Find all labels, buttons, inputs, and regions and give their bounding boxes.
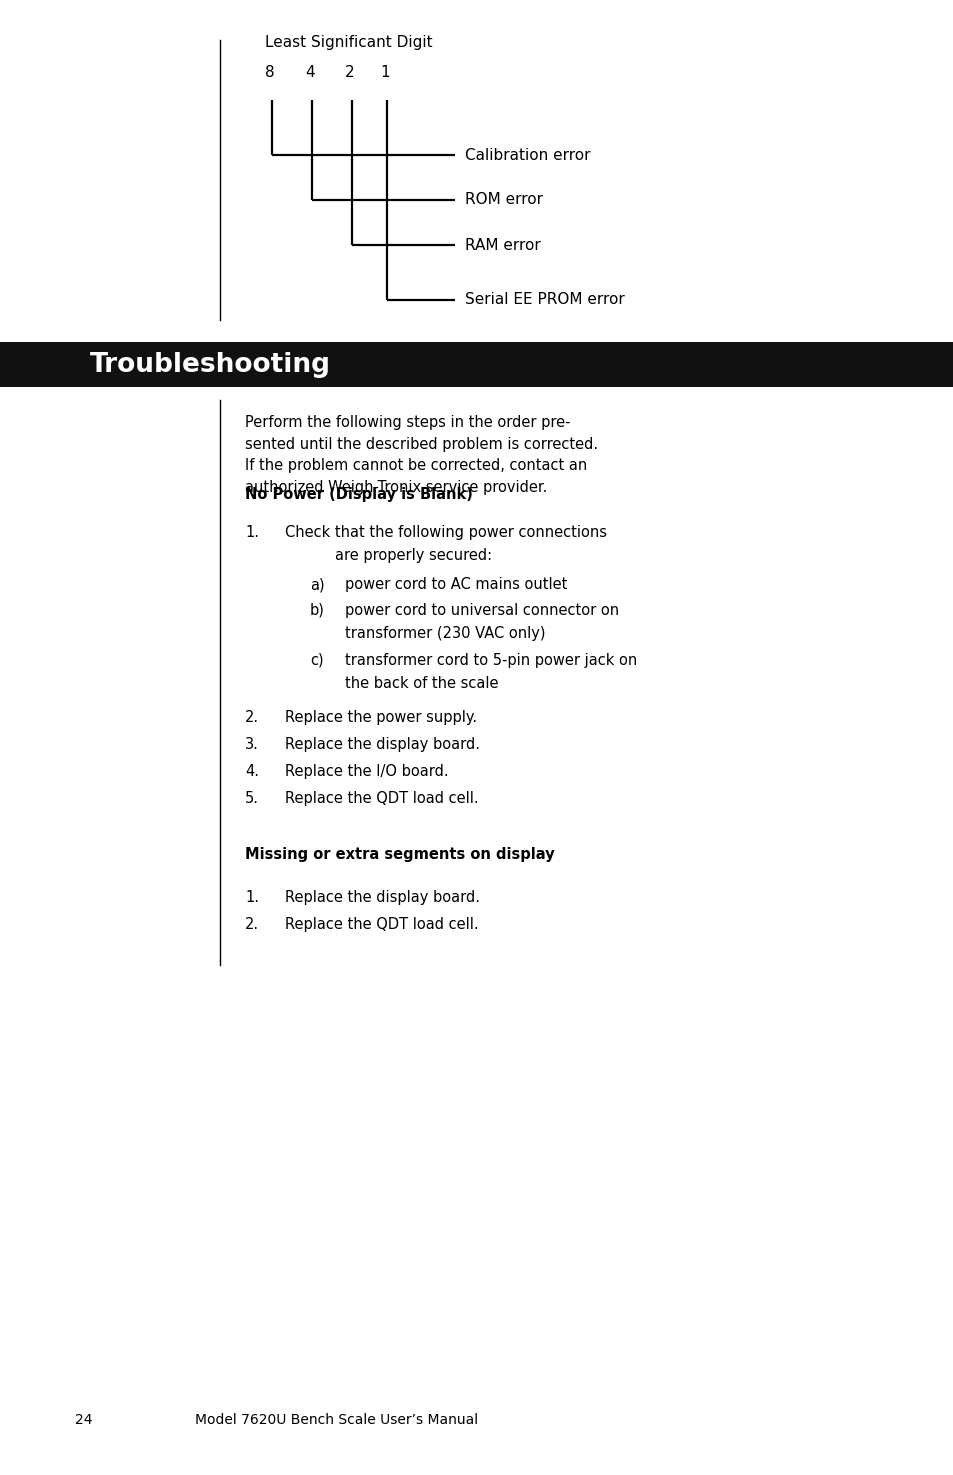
- Text: 1.: 1.: [245, 525, 258, 540]
- Text: power cord to AC mains outlet: power cord to AC mains outlet: [345, 577, 567, 591]
- Text: 2.: 2.: [245, 709, 259, 726]
- Text: 4.: 4.: [245, 764, 258, 779]
- Text: 5.: 5.: [245, 791, 258, 805]
- Text: Perform the following steps in the order pre-
sented until the described problem: Perform the following steps in the order…: [245, 414, 598, 494]
- Text: 4: 4: [305, 65, 314, 80]
- Text: c): c): [310, 653, 323, 668]
- Text: the back of the scale: the back of the scale: [345, 676, 498, 690]
- Text: No Power (Display is Blank): No Power (Display is Blank): [245, 487, 473, 502]
- Text: transformer (230 VAC only): transformer (230 VAC only): [345, 625, 545, 642]
- Text: 1.: 1.: [245, 889, 258, 906]
- Text: Check that the following power connections: Check that the following power connectio…: [285, 525, 606, 540]
- Text: power cord to universal connector on: power cord to universal connector on: [345, 603, 618, 618]
- Text: Replace the I/O board.: Replace the I/O board.: [285, 764, 448, 779]
- Text: 2.: 2.: [245, 917, 259, 932]
- Text: 24: 24: [75, 1413, 92, 1426]
- Text: Model 7620U Bench Scale User’s Manual: Model 7620U Bench Scale User’s Manual: [194, 1413, 477, 1426]
- Text: 3.: 3.: [245, 738, 258, 752]
- Text: are properly secured:: are properly secured:: [335, 549, 492, 563]
- Text: a): a): [310, 577, 324, 591]
- Text: Least Significant Digit: Least Significant Digit: [265, 35, 432, 50]
- Text: ROM error: ROM error: [464, 193, 542, 208]
- Text: 2: 2: [345, 65, 355, 80]
- Text: Calibration error: Calibration error: [464, 148, 590, 162]
- Text: Replace the power supply.: Replace the power supply.: [285, 709, 476, 726]
- Text: Missing or extra segments on display: Missing or extra segments on display: [245, 847, 554, 861]
- Text: Replace the display board.: Replace the display board.: [285, 889, 479, 906]
- Text: Replace the QDT load cell.: Replace the QDT load cell.: [285, 917, 478, 932]
- Text: 1: 1: [379, 65, 389, 80]
- Text: Replace the QDT load cell.: Replace the QDT load cell.: [285, 791, 478, 805]
- Bar: [0, 342, 953, 386]
- Text: 8: 8: [265, 65, 274, 80]
- Text: b): b): [310, 603, 325, 618]
- Text: Replace the display board.: Replace the display board.: [285, 738, 479, 752]
- Text: RAM error: RAM error: [464, 237, 540, 252]
- Text: transformer cord to 5-pin power jack on: transformer cord to 5-pin power jack on: [345, 653, 637, 668]
- Text: Troubleshooting: Troubleshooting: [90, 351, 331, 378]
- Text: Serial EE PROM error: Serial EE PROM error: [464, 292, 624, 307]
